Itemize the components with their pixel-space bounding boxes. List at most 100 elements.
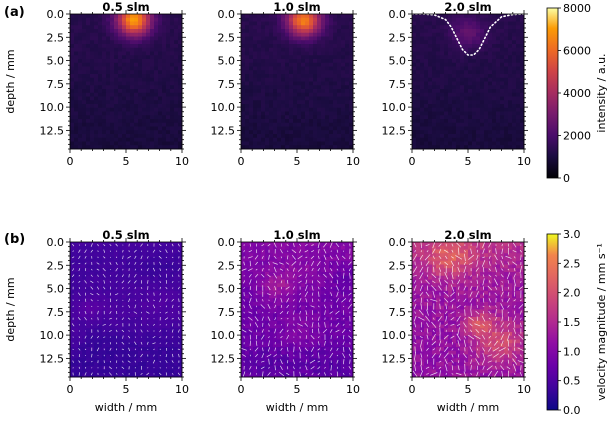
heatmap-cell	[245, 111, 250, 116]
heatmap-cell	[480, 40, 485, 45]
heatmap-cell	[130, 14, 135, 19]
heatmap-cell	[257, 134, 262, 139]
heatmap-cell	[480, 122, 485, 127]
heatmap-cell	[476, 141, 481, 146]
heatmap-cell	[70, 115, 75, 120]
y-tick-label: 5.0	[389, 55, 407, 68]
heatmap-cell	[178, 137, 183, 142]
heatmap-cell	[142, 145, 147, 150]
heatmap-cell	[301, 74, 306, 79]
heatmap-cell	[86, 137, 91, 142]
heatmap-cell	[448, 59, 453, 64]
heatmap-cell	[118, 309, 123, 314]
heatmap-cell	[245, 104, 250, 109]
heatmap-cell	[122, 122, 127, 127]
heatmap-cell	[516, 89, 521, 94]
heatmap-cell	[289, 47, 294, 52]
heatmap-cell	[281, 126, 286, 131]
heatmap-cell	[162, 283, 167, 288]
heatmap-cell	[90, 347, 95, 352]
heatmap-cell	[440, 92, 445, 97]
heatmap-cell	[512, 47, 517, 52]
heatmap-cell	[142, 115, 147, 120]
heatmap-cell	[508, 104, 513, 109]
heatmap-cell	[468, 111, 473, 116]
heatmap-cell	[162, 365, 167, 370]
heatmap-cell	[102, 119, 107, 124]
heatmap-cell	[500, 134, 505, 139]
heatmap-cell	[520, 14, 525, 19]
heatmap-cell	[440, 119, 445, 124]
heatmap-cell	[277, 74, 282, 79]
heatmap-cell	[245, 264, 250, 269]
heatmap-cell	[496, 126, 501, 131]
heatmap-cell	[420, 81, 425, 86]
heatmap-cell	[317, 119, 322, 124]
heatmap-cell	[78, 96, 83, 101]
heatmap-cell	[508, 62, 513, 67]
heatmap-cell	[106, 96, 111, 101]
heatmap-cell	[305, 126, 310, 131]
heatmap-cell	[178, 279, 183, 284]
heatmap-cell	[118, 253, 123, 258]
heatmap-cell	[261, 92, 266, 97]
heatmap-cell	[301, 40, 306, 45]
heatmap-cell	[321, 14, 326, 19]
heatmap-cell	[420, 32, 425, 37]
heatmap-cell	[98, 343, 103, 348]
heatmap-cell	[98, 81, 103, 86]
heatmap-cell	[70, 141, 75, 146]
heatmap-cell	[484, 104, 489, 109]
heatmap-cell	[297, 111, 302, 116]
heatmap-cell	[440, 47, 445, 52]
heatmap-cell	[142, 335, 147, 340]
heatmap-cell	[82, 126, 87, 131]
heatmap-cell	[277, 253, 282, 258]
heatmap-cell	[158, 14, 163, 19]
quiver-arrow	[159, 261, 162, 266]
heatmap-cell	[261, 137, 266, 142]
heatmap-cell	[245, 17, 250, 22]
row-a-tag: (a)	[4, 5, 25, 20]
heatmap-cell	[150, 320, 155, 325]
quiver-arrow	[121, 366, 125, 370]
heatmap-cell	[146, 339, 151, 344]
heatmap-cell	[508, 126, 513, 131]
heatmap-cell	[98, 362, 103, 367]
heatmap-cell	[134, 111, 139, 116]
heatmap-cell	[154, 59, 159, 64]
heatmap-cell	[150, 36, 155, 41]
heatmap-cell	[82, 313, 87, 318]
heatmap-cell	[337, 253, 342, 258]
heatmap-cell	[436, 85, 441, 90]
heatmap-cell	[484, 141, 489, 146]
heatmap-cell	[90, 14, 95, 19]
heatmap-cell	[98, 122, 103, 127]
quiver-arrow	[152, 342, 156, 345]
heatmap-cell	[424, 74, 429, 79]
heatmap-cell	[345, 66, 350, 71]
heatmap-cell	[520, 32, 525, 37]
quiver-arrow	[97, 305, 99, 307]
heatmap-cell	[166, 242, 171, 247]
heatmap-cell	[317, 145, 322, 150]
heatmap-cell	[130, 339, 135, 344]
heatmap-cell	[265, 107, 270, 112]
heatmap-cell	[150, 369, 155, 374]
heatmap-cell	[516, 100, 521, 105]
heatmap-cell	[90, 313, 95, 318]
heatmap-cell	[520, 137, 525, 142]
heatmap-cell	[90, 339, 95, 344]
heatmap-cell	[321, 81, 326, 86]
quiver-arrow	[164, 317, 169, 321]
heatmap-cell	[122, 335, 127, 340]
heatmap-cell	[464, 21, 469, 26]
heatmap-cell	[146, 302, 151, 307]
heatmap-cell	[158, 66, 163, 71]
heatmap-cell	[154, 253, 159, 258]
heatmap-cell	[110, 343, 115, 348]
heatmap-cell	[142, 77, 147, 82]
heatmap-cell	[432, 119, 437, 124]
heatmap-cell	[74, 100, 79, 105]
heatmap-cell	[134, 81, 139, 86]
